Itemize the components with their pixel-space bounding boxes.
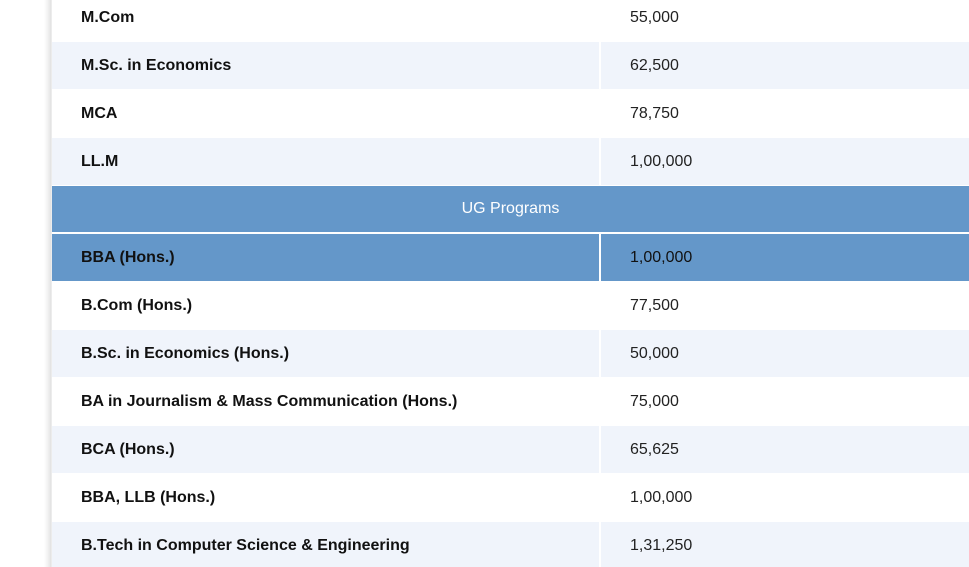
program-name: B.Sc. in Economics (Hons.) xyxy=(52,330,601,377)
table-row: M.Sc. in Economics 62,500 xyxy=(52,42,969,90)
program-name: M.Sc. in Economics xyxy=(52,42,601,89)
left-margin xyxy=(0,0,52,567)
table-row: B.Tech in Computer Science & Engineering… xyxy=(52,522,969,567)
program-fee: 75,000 xyxy=(630,392,679,410)
table-row: M.Com 55,000 xyxy=(52,0,969,42)
program-name: BA in Journalism & Mass Communication (H… xyxy=(52,378,601,425)
program-name: M.Com xyxy=(52,0,601,41)
program-name: LL.M xyxy=(52,138,601,185)
program-fee: 62,500 xyxy=(630,56,679,74)
program-fee: 50,000 xyxy=(630,344,679,362)
table-row: BBA, LLB (Hons.) 1,00,000 xyxy=(52,474,969,522)
table-row: B.Sc. in Economics (Hons.) 50,000 xyxy=(52,330,969,378)
program-name: B.Com (Hons.) xyxy=(52,282,601,329)
table-row: B.Com (Hons.) 77,500 xyxy=(52,282,969,330)
program-fee: 77,500 xyxy=(630,296,679,314)
section-title: UG Programs xyxy=(461,200,560,217)
program-fee: 78,750 xyxy=(630,104,679,122)
table-row: BA in Journalism & Mass Communication (H… xyxy=(52,378,969,426)
program-name: BBA, LLB (Hons.) xyxy=(52,474,601,521)
program-fee: 55,000 xyxy=(630,8,679,26)
program-fee: 1,00,000 xyxy=(630,248,693,266)
section-header-ug: UG Programs xyxy=(52,186,969,234)
fee-table: M.Com 55,000 M.Sc. in Economics 62,500 M… xyxy=(52,0,969,567)
program-name: BBA (Hons.) xyxy=(52,234,601,281)
table-row: LL.M 1,00,000 xyxy=(52,138,969,186)
table-row: MCA 78,750 xyxy=(52,90,969,138)
program-fee: 1,00,000 xyxy=(630,488,693,506)
program-name: MCA xyxy=(52,90,601,137)
table-row-highlighted: BBA (Hons.) 1,00,000 xyxy=(52,234,969,282)
program-name: B.Tech in Computer Science & Engineering xyxy=(52,522,601,567)
program-fee: 65,625 xyxy=(630,440,679,458)
program-name: BCA (Hons.) xyxy=(52,426,601,473)
program-fee: 1,31,250 xyxy=(630,536,693,554)
program-fee: 1,00,000 xyxy=(630,152,693,170)
table-row: BCA (Hons.) 65,625 xyxy=(52,426,969,474)
